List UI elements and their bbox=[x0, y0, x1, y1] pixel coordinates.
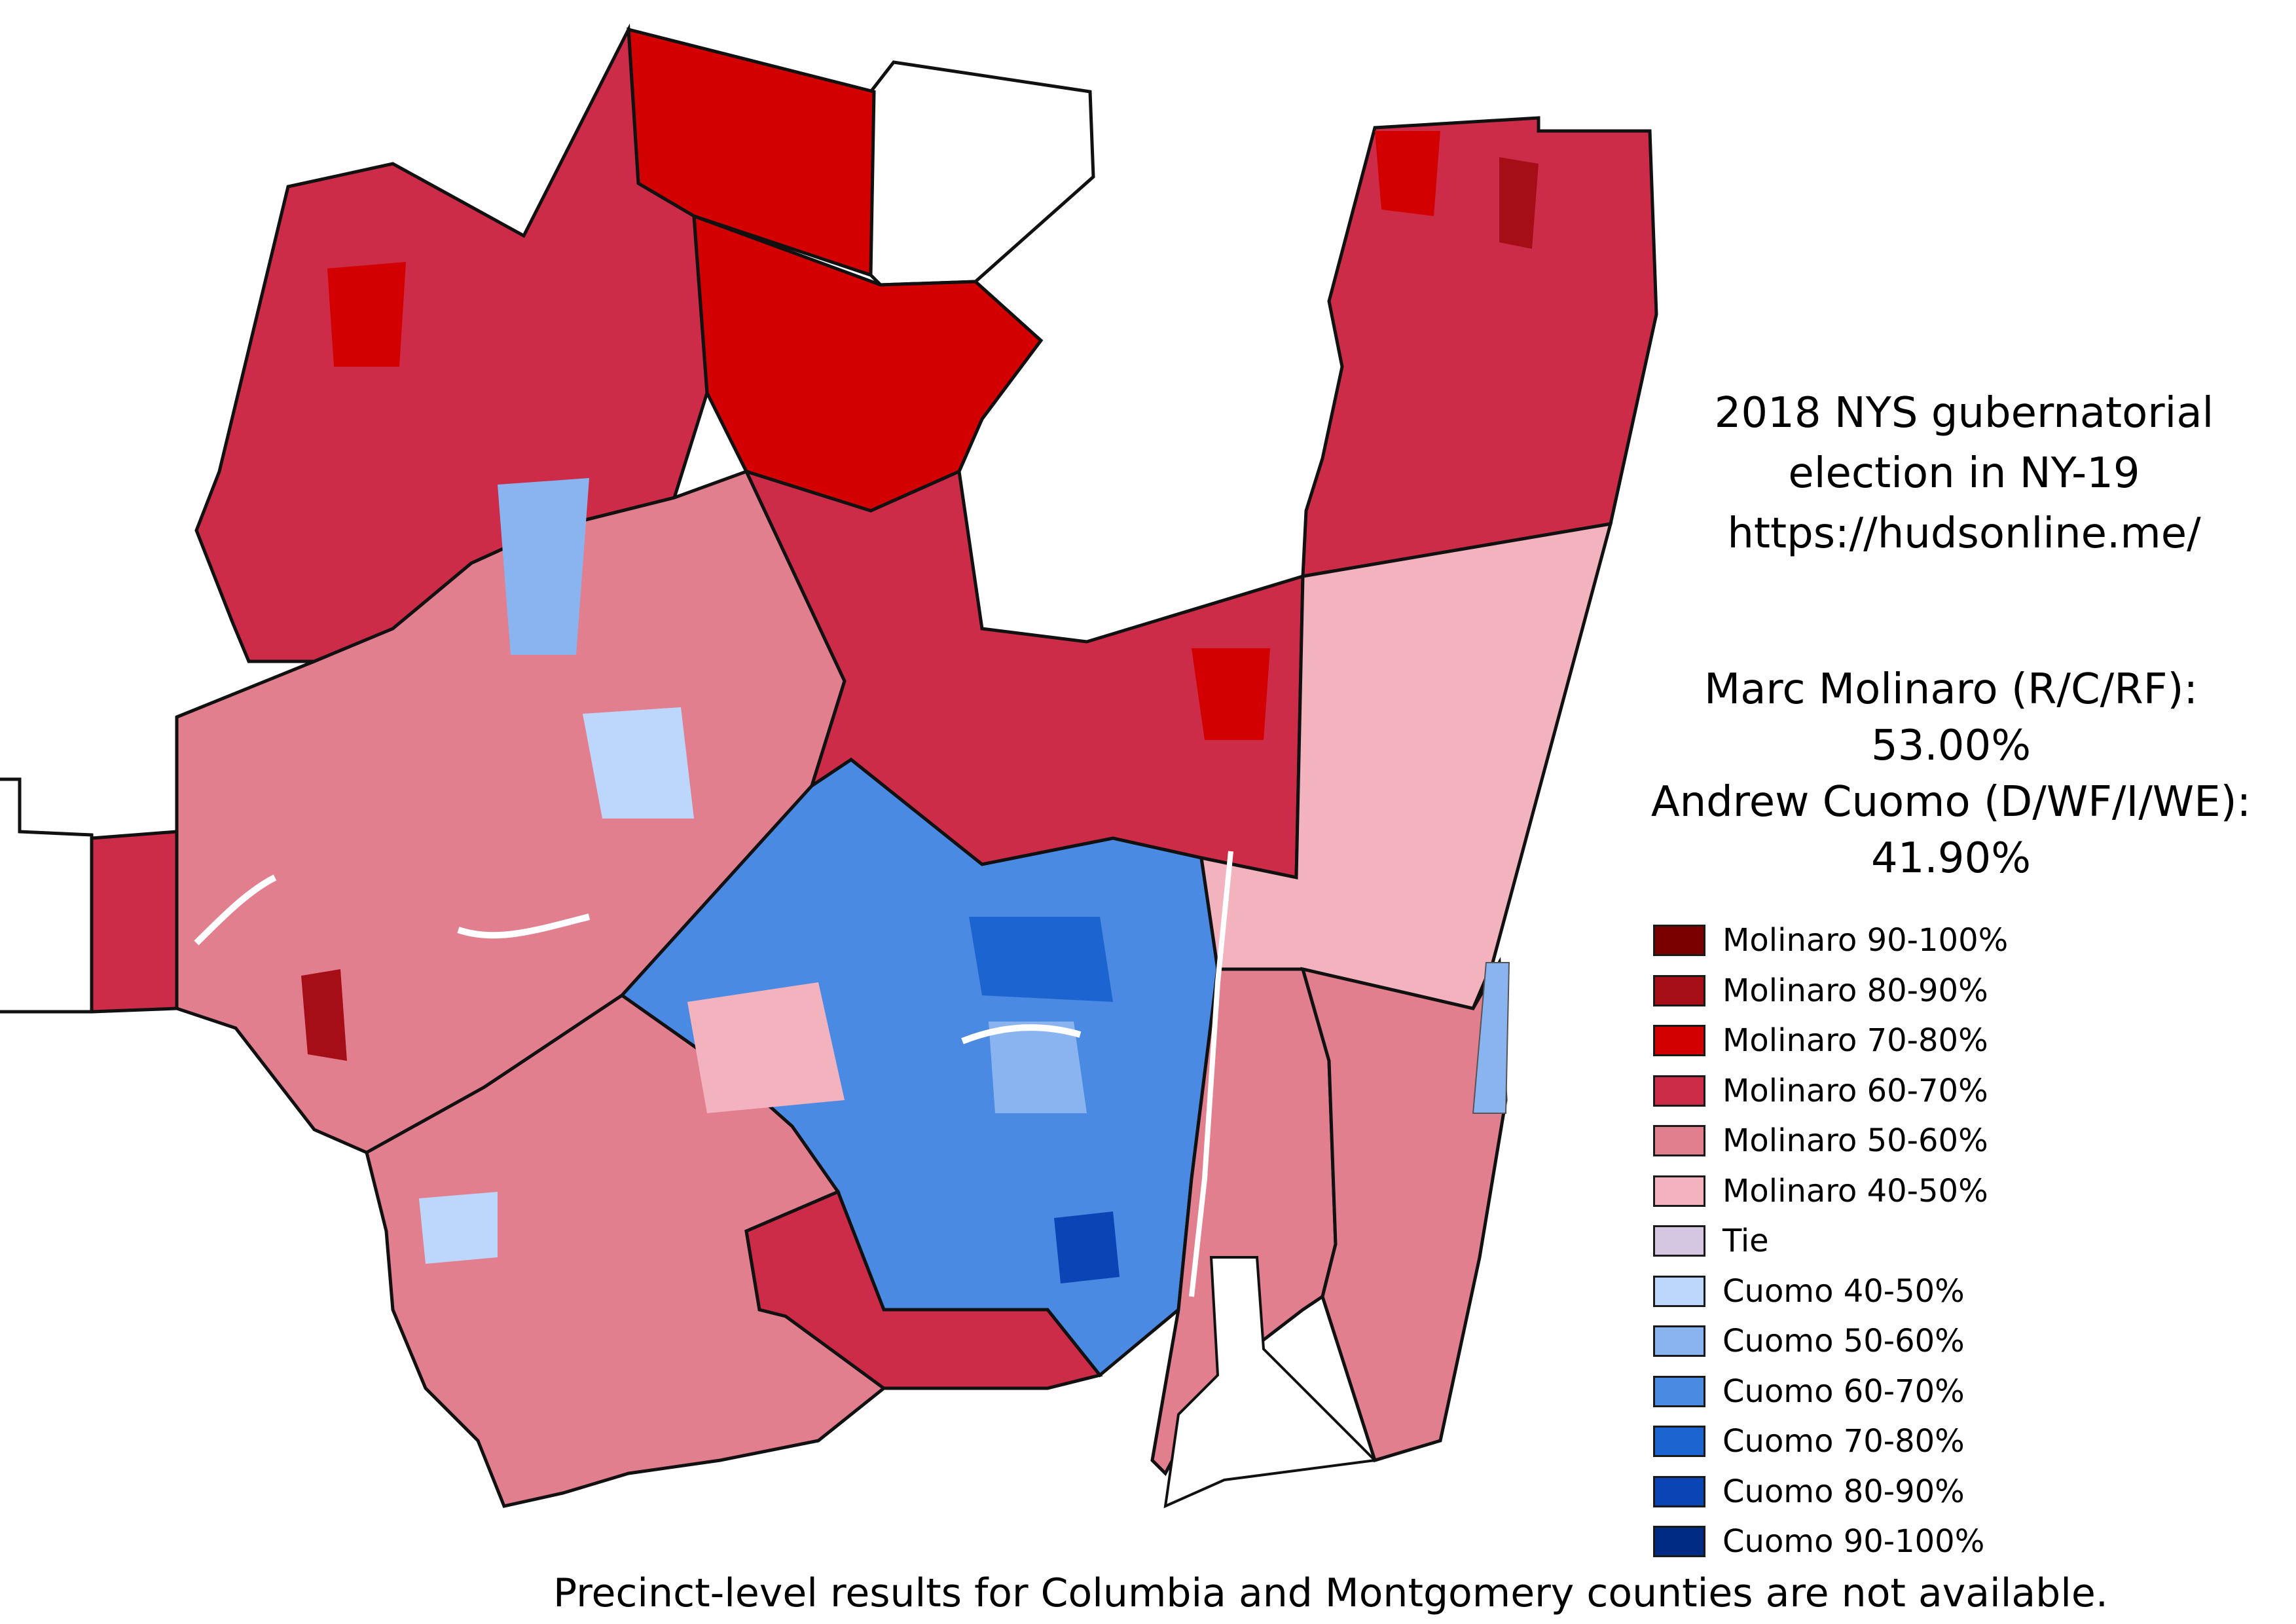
precinct-accent-red3 bbox=[327, 262, 406, 367]
reservoir-ashokan bbox=[961, 1024, 1082, 1044]
precinct-strip-east bbox=[1472, 962, 1510, 1114]
legend-item: Cuomo 60-70% bbox=[1653, 1367, 2008, 1417]
legend-label: Molinaro 40-50% bbox=[1722, 1172, 1988, 1209]
legend-item: Molinaro 60-70% bbox=[1653, 1066, 2008, 1116]
legend-item: Molinaro 40-50% bbox=[1653, 1166, 2008, 1217]
legend-item: Tie bbox=[1653, 1216, 2008, 1266]
boundary-left bbox=[0, 777, 94, 1014]
legend-item: Molinaro 80-90% bbox=[1653, 966, 2008, 1016]
legend-item: Cuomo 80-90% bbox=[1653, 1467, 2008, 1517]
results-summary: Marc Molinaro (R/C/RF): 53.00% Andrew Cu… bbox=[1611, 661, 2291, 887]
legend-label: Molinaro 60-70% bbox=[1722, 1072, 1988, 1109]
precinct-accent-darkred bbox=[1499, 157, 1539, 249]
legend-label: Molinaro 50-60% bbox=[1722, 1122, 1988, 1160]
candidate2-pct: 41.90% bbox=[1870, 834, 2032, 883]
legend-swatch bbox=[1653, 1225, 1705, 1257]
precinct-accent-red bbox=[1375, 131, 1440, 216]
legend-item: Molinaro 90-100% bbox=[1653, 915, 2008, 966]
legend-swatch bbox=[1653, 1475, 1705, 1507]
legend-swatch bbox=[1653, 974, 1705, 1006]
reservoir-pepacton bbox=[194, 874, 277, 946]
legend-swatch bbox=[1653, 1075, 1705, 1107]
legend-label: Molinaro 70-80% bbox=[1722, 1022, 1988, 1060]
legend-item: Cuomo 40-50% bbox=[1653, 1266, 2008, 1317]
county-orange bbox=[744, 1189, 1103, 1390]
hudson-river bbox=[1189, 851, 1233, 1297]
precinct-accent-lightblue bbox=[583, 707, 694, 819]
legend-label: Tie bbox=[1722, 1223, 1769, 1260]
map-title: 2018 NYS gubernatorial election in NY-19… bbox=[1676, 383, 2252, 564]
precinct-accent-sky2 bbox=[498, 478, 589, 655]
county-broome bbox=[90, 830, 179, 1014]
candidate1-pct: 53.00% bbox=[1870, 722, 2032, 770]
county-montgomery bbox=[869, 60, 1095, 287]
county-albany bbox=[692, 213, 1044, 513]
legend-swatch bbox=[1653, 1025, 1705, 1057]
legend-swatch bbox=[1653, 1275, 1705, 1307]
legend-item: Cuomo 90-100% bbox=[1653, 1517, 2008, 1567]
legend-label: Cuomo 40-50% bbox=[1722, 1272, 1965, 1310]
precinct-accent-dark bbox=[301, 969, 347, 1061]
legend-label: Molinaro 80-90% bbox=[1722, 972, 1988, 1009]
legend-swatch bbox=[1653, 1526, 1705, 1558]
legend-label: Cuomo 90-100% bbox=[1722, 1523, 1985, 1560]
legend-item: Molinaro 70-80% bbox=[1653, 1016, 2008, 1066]
legend-label: Cuomo 70-80% bbox=[1722, 1423, 1965, 1460]
candidate1-name: Marc Molinaro (R/C/RF): bbox=[1704, 665, 2198, 714]
footnote: Precinct-level results for Columbia and … bbox=[553, 1570, 2108, 1616]
legend-swatch bbox=[1653, 1175, 1705, 1207]
precinct-accent-navy bbox=[1054, 1211, 1120, 1283]
legend-label: Molinaro 90-100% bbox=[1722, 922, 2009, 959]
county-columbia-east bbox=[1300, 957, 1508, 1463]
legend-label: Cuomo 60-70% bbox=[1722, 1373, 1965, 1410]
legend-swatch bbox=[1653, 1375, 1705, 1407]
legend-item: Molinaro 50-60% bbox=[1653, 1116, 2008, 1166]
legend-swatch bbox=[1653, 1325, 1705, 1357]
precinct-accent-red2 bbox=[1192, 648, 1270, 740]
legend: Molinaro 90-100% Molinaro 80-90% Molinaro … bbox=[1653, 915, 2008, 1567]
title-line-2: election in NY-19 bbox=[1788, 449, 2140, 498]
legend-label: Cuomo 80-90% bbox=[1722, 1473, 1965, 1510]
precinct-accent-pale bbox=[419, 1192, 498, 1264]
county-rensselaer bbox=[1301, 116, 1658, 578]
legend-swatch bbox=[1653, 1426, 1705, 1458]
precinct-accent-sky bbox=[989, 1022, 1087, 1113]
precinct-accent-blue bbox=[969, 917, 1113, 1002]
title-line-1: 2018 NYS gubernatorial bbox=[1714, 389, 2214, 437]
legend-swatch bbox=[1653, 1125, 1705, 1157]
candidate2-name: Andrew Cuomo (D/WF/I/WE): bbox=[1650, 778, 2251, 826]
reservoir-cannonsville bbox=[457, 913, 591, 939]
area-no-data bbox=[1163, 1256, 1378, 1509]
title-url: https://hudsonline.me/ bbox=[1727, 509, 2201, 558]
precinct-accent-pink bbox=[687, 982, 845, 1113]
legend-swatch bbox=[1653, 925, 1705, 957]
legend-item: Cuomo 70-80% bbox=[1653, 1416, 2008, 1467]
legend-item: Cuomo 50-60% bbox=[1653, 1316, 2008, 1367]
legend-label: Cuomo 50-60% bbox=[1722, 1323, 1965, 1360]
